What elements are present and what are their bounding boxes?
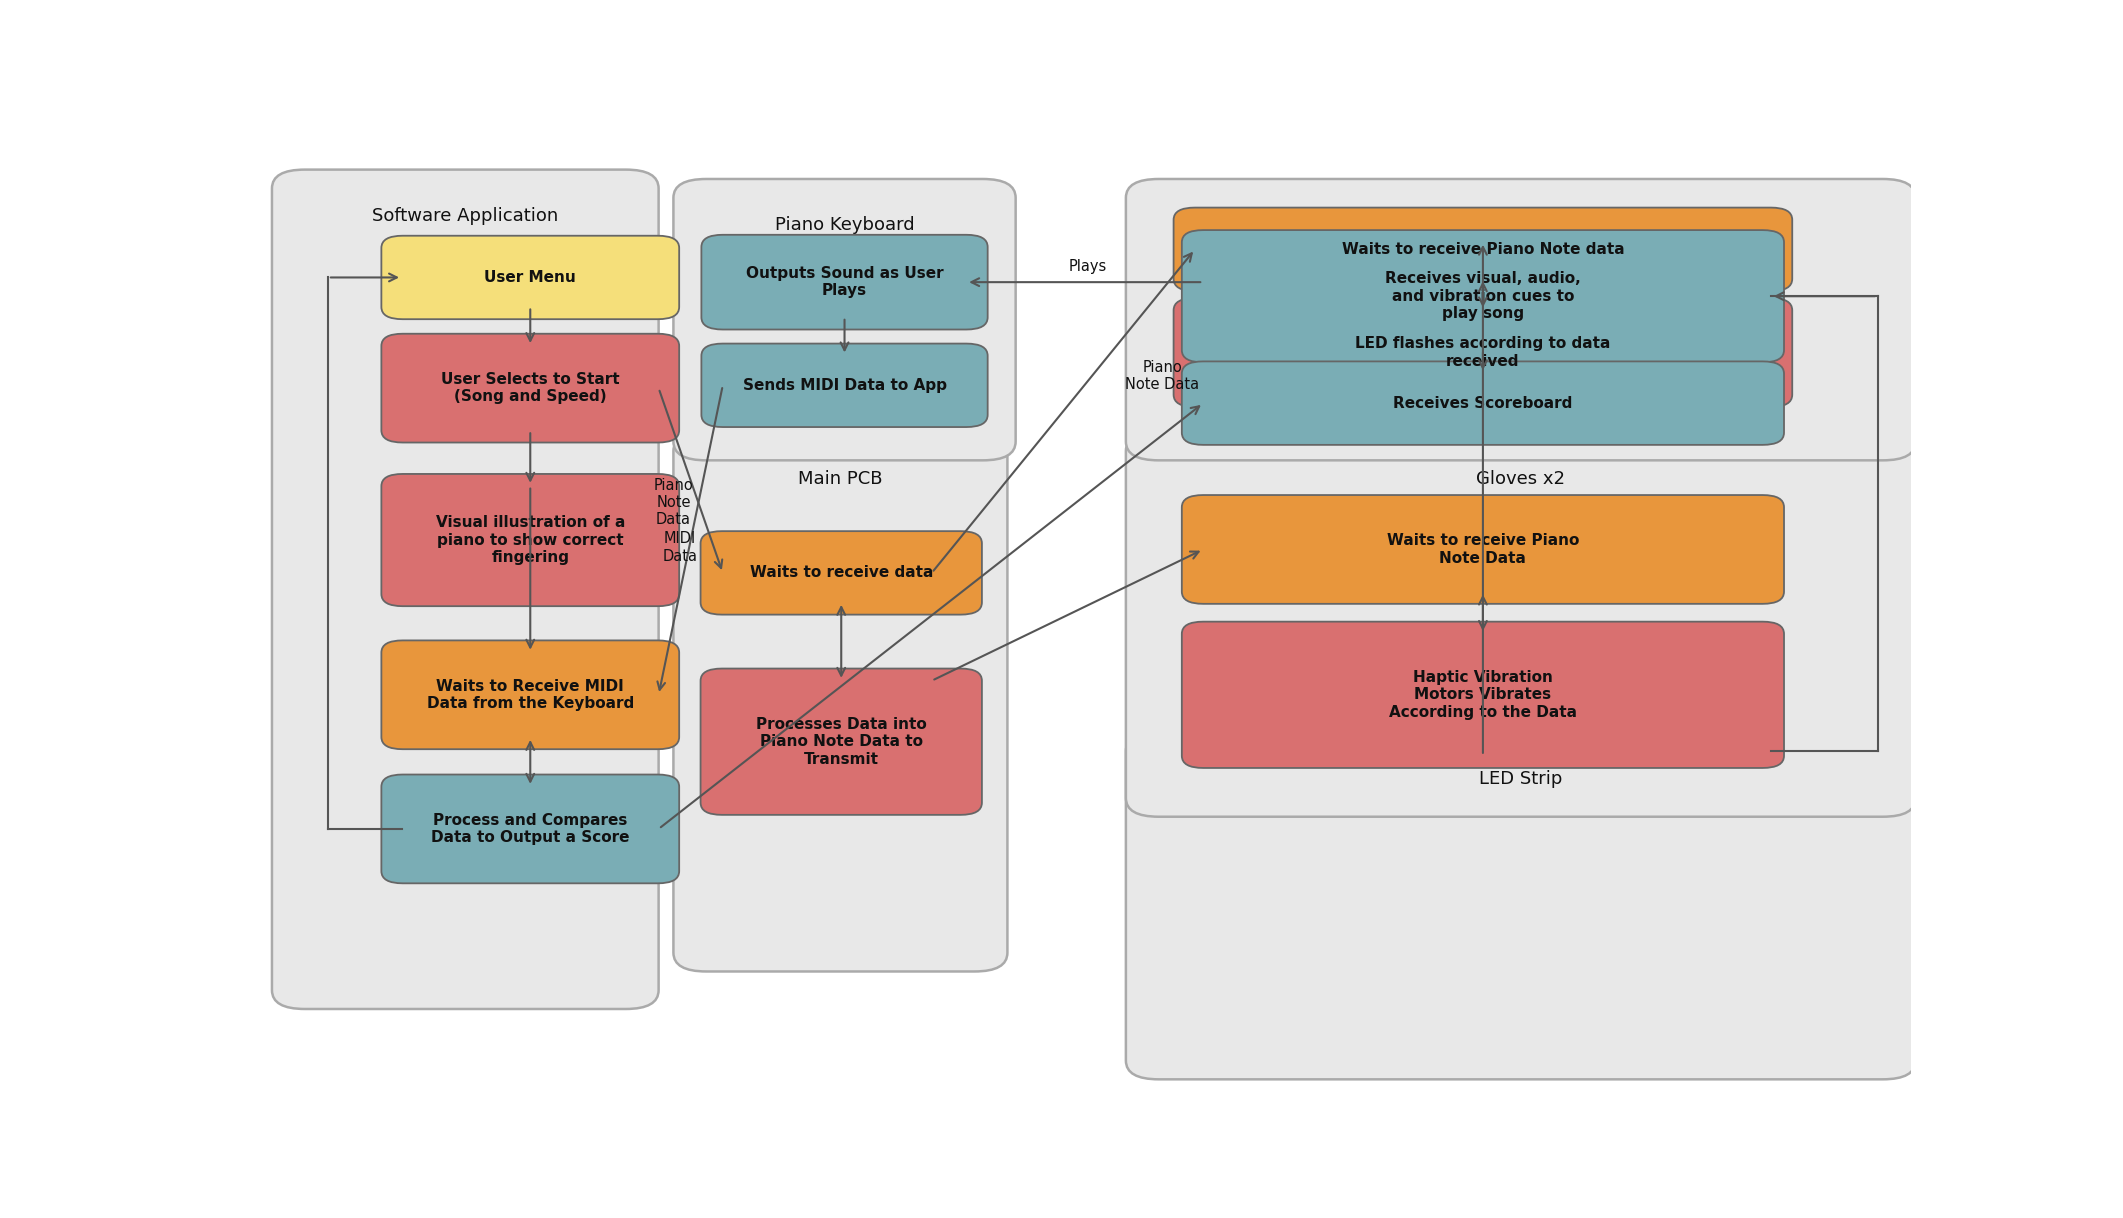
Text: Plays: Plays bbox=[1068, 258, 1108, 274]
FancyBboxPatch shape bbox=[382, 775, 679, 883]
FancyBboxPatch shape bbox=[673, 179, 1015, 460]
FancyBboxPatch shape bbox=[1183, 621, 1783, 769]
Text: Piano Keyboard: Piano Keyboard bbox=[775, 217, 915, 235]
Text: User Selects to Start
(Song and Speed): User Selects to Start (Song and Speed) bbox=[442, 371, 620, 404]
Text: Process and Compares
Data to Output a Score: Process and Compares Data to Output a Sc… bbox=[431, 812, 631, 845]
FancyBboxPatch shape bbox=[673, 432, 1008, 972]
FancyBboxPatch shape bbox=[1174, 207, 1792, 291]
Text: LED flashes according to data
received: LED flashes according to data received bbox=[1354, 336, 1611, 369]
Text: Processes Data into
Piano Note Data to
Transmit: Processes Data into Piano Note Data to T… bbox=[756, 717, 926, 766]
Text: LED Strip: LED Strip bbox=[1480, 770, 1563, 788]
FancyBboxPatch shape bbox=[701, 343, 987, 428]
Text: Waits to receive Piano
Note Data: Waits to receive Piano Note Data bbox=[1386, 533, 1580, 565]
Text: Software Application: Software Application bbox=[372, 207, 558, 225]
Text: Visual illustration of a
piano to show correct
fingering: Visual illustration of a piano to show c… bbox=[435, 515, 624, 565]
Text: Outputs Sound as User
Plays: Outputs Sound as User Plays bbox=[745, 266, 943, 298]
Text: Piano
Note
Data: Piano Note Data bbox=[654, 477, 694, 527]
Text: Waits to receive data: Waits to receive data bbox=[749, 565, 932, 581]
Text: Receives visual, audio,
and vibration cues to
play song: Receives visual, audio, and vibration cu… bbox=[1384, 272, 1582, 322]
Text: Waits to receive Piano Note data: Waits to receive Piano Note data bbox=[1342, 242, 1624, 257]
FancyBboxPatch shape bbox=[1125, 432, 1915, 817]
FancyBboxPatch shape bbox=[382, 641, 679, 749]
FancyBboxPatch shape bbox=[701, 235, 987, 330]
FancyBboxPatch shape bbox=[1125, 732, 1915, 1079]
Text: MIDI
Data: MIDI Data bbox=[662, 531, 698, 564]
Text: Haptic Vibration
Motors Vibrates
According to the Data: Haptic Vibration Motors Vibrates Accordi… bbox=[1388, 670, 1577, 720]
FancyBboxPatch shape bbox=[1174, 298, 1792, 407]
Text: Waits to Receive MIDI
Data from the Keyboard: Waits to Receive MIDI Data from the Keyb… bbox=[427, 678, 635, 711]
Text: Main PCB: Main PCB bbox=[798, 470, 883, 487]
Text: User: User bbox=[1501, 217, 1541, 235]
FancyBboxPatch shape bbox=[382, 474, 679, 607]
Text: Receives Scoreboard: Receives Scoreboard bbox=[1393, 396, 1573, 410]
Text: Sends MIDI Data to App: Sends MIDI Data to App bbox=[743, 378, 947, 393]
FancyBboxPatch shape bbox=[1183, 230, 1783, 362]
FancyBboxPatch shape bbox=[272, 169, 658, 1009]
Text: Piano
Note Data: Piano Note Data bbox=[1125, 359, 1199, 392]
FancyBboxPatch shape bbox=[382, 334, 679, 442]
FancyBboxPatch shape bbox=[382, 236, 679, 319]
Text: User Menu: User Menu bbox=[484, 270, 575, 285]
FancyBboxPatch shape bbox=[1183, 495, 1783, 604]
FancyBboxPatch shape bbox=[1183, 362, 1783, 445]
Text: Gloves x2: Gloves x2 bbox=[1475, 470, 1565, 487]
FancyBboxPatch shape bbox=[1125, 179, 1915, 460]
FancyBboxPatch shape bbox=[701, 531, 983, 615]
FancyBboxPatch shape bbox=[701, 669, 983, 815]
